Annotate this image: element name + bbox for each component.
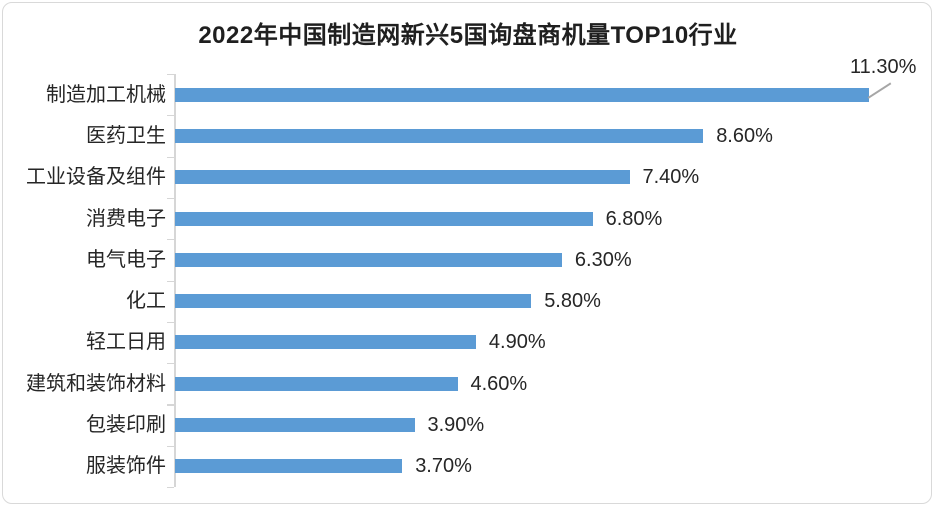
category-label: 包装印刷 — [86, 414, 166, 436]
value-label: 6.30% — [574, 248, 632, 271]
bar — [175, 294, 532, 309]
axis-tick — [167, 74, 174, 76]
bar — [175, 128, 704, 143]
value-label: 3.70% — [415, 455, 472, 478]
axis-tick — [167, 239, 174, 241]
bar — [175, 87, 869, 102]
axis-tick — [167, 404, 174, 406]
axis-tick — [167, 445, 174, 447]
bar — [175, 418, 415, 432]
bar — [175, 211, 593, 226]
chart-title: 2022年中国制造网新兴5国询盘商机量TOP10行业 — [198, 22, 738, 49]
value-label: 8.60% — [716, 124, 773, 147]
value-label: 4.60% — [470, 372, 528, 395]
value-label: 5.80% — [544, 290, 601, 313]
bar — [175, 335, 476, 350]
axis-tick — [167, 321, 174, 323]
category-label: 建筑和装饰材料 — [26, 372, 166, 395]
category-label: 医药卫生 — [86, 124, 166, 147]
category-label: 制造加工机械 — [46, 83, 166, 106]
category-label: 轻工日用 — [86, 331, 166, 354]
category-label: 电气电子 — [86, 248, 166, 271]
value-label: 4.90% — [488, 331, 546, 354]
axis-tick — [167, 280, 174, 282]
axis-tick — [167, 115, 174, 117]
value-label: 6.80% — [605, 207, 663, 230]
axis-tick — [167, 156, 174, 158]
axis-tick — [167, 487, 174, 489]
category-label: 工业设备及组件 — [26, 166, 166, 189]
bar — [175, 376, 458, 391]
value-label: 7.40% — [642, 166, 700, 189]
category-label: 服装饰件 — [86, 455, 166, 478]
category-label: 化工 — [126, 290, 166, 313]
bar — [175, 252, 562, 267]
leader-line — [867, 82, 892, 99]
bar — [175, 459, 403, 474]
axis-tick — [167, 363, 174, 365]
category-label: 消费电子 — [86, 207, 166, 230]
value-label: 3.90% — [427, 414, 485, 436]
axis-tick — [167, 197, 174, 200]
bar — [175, 170, 630, 185]
y-axis-line — [174, 74, 176, 487]
data-label-callout: 11.30% — [850, 56, 917, 78]
